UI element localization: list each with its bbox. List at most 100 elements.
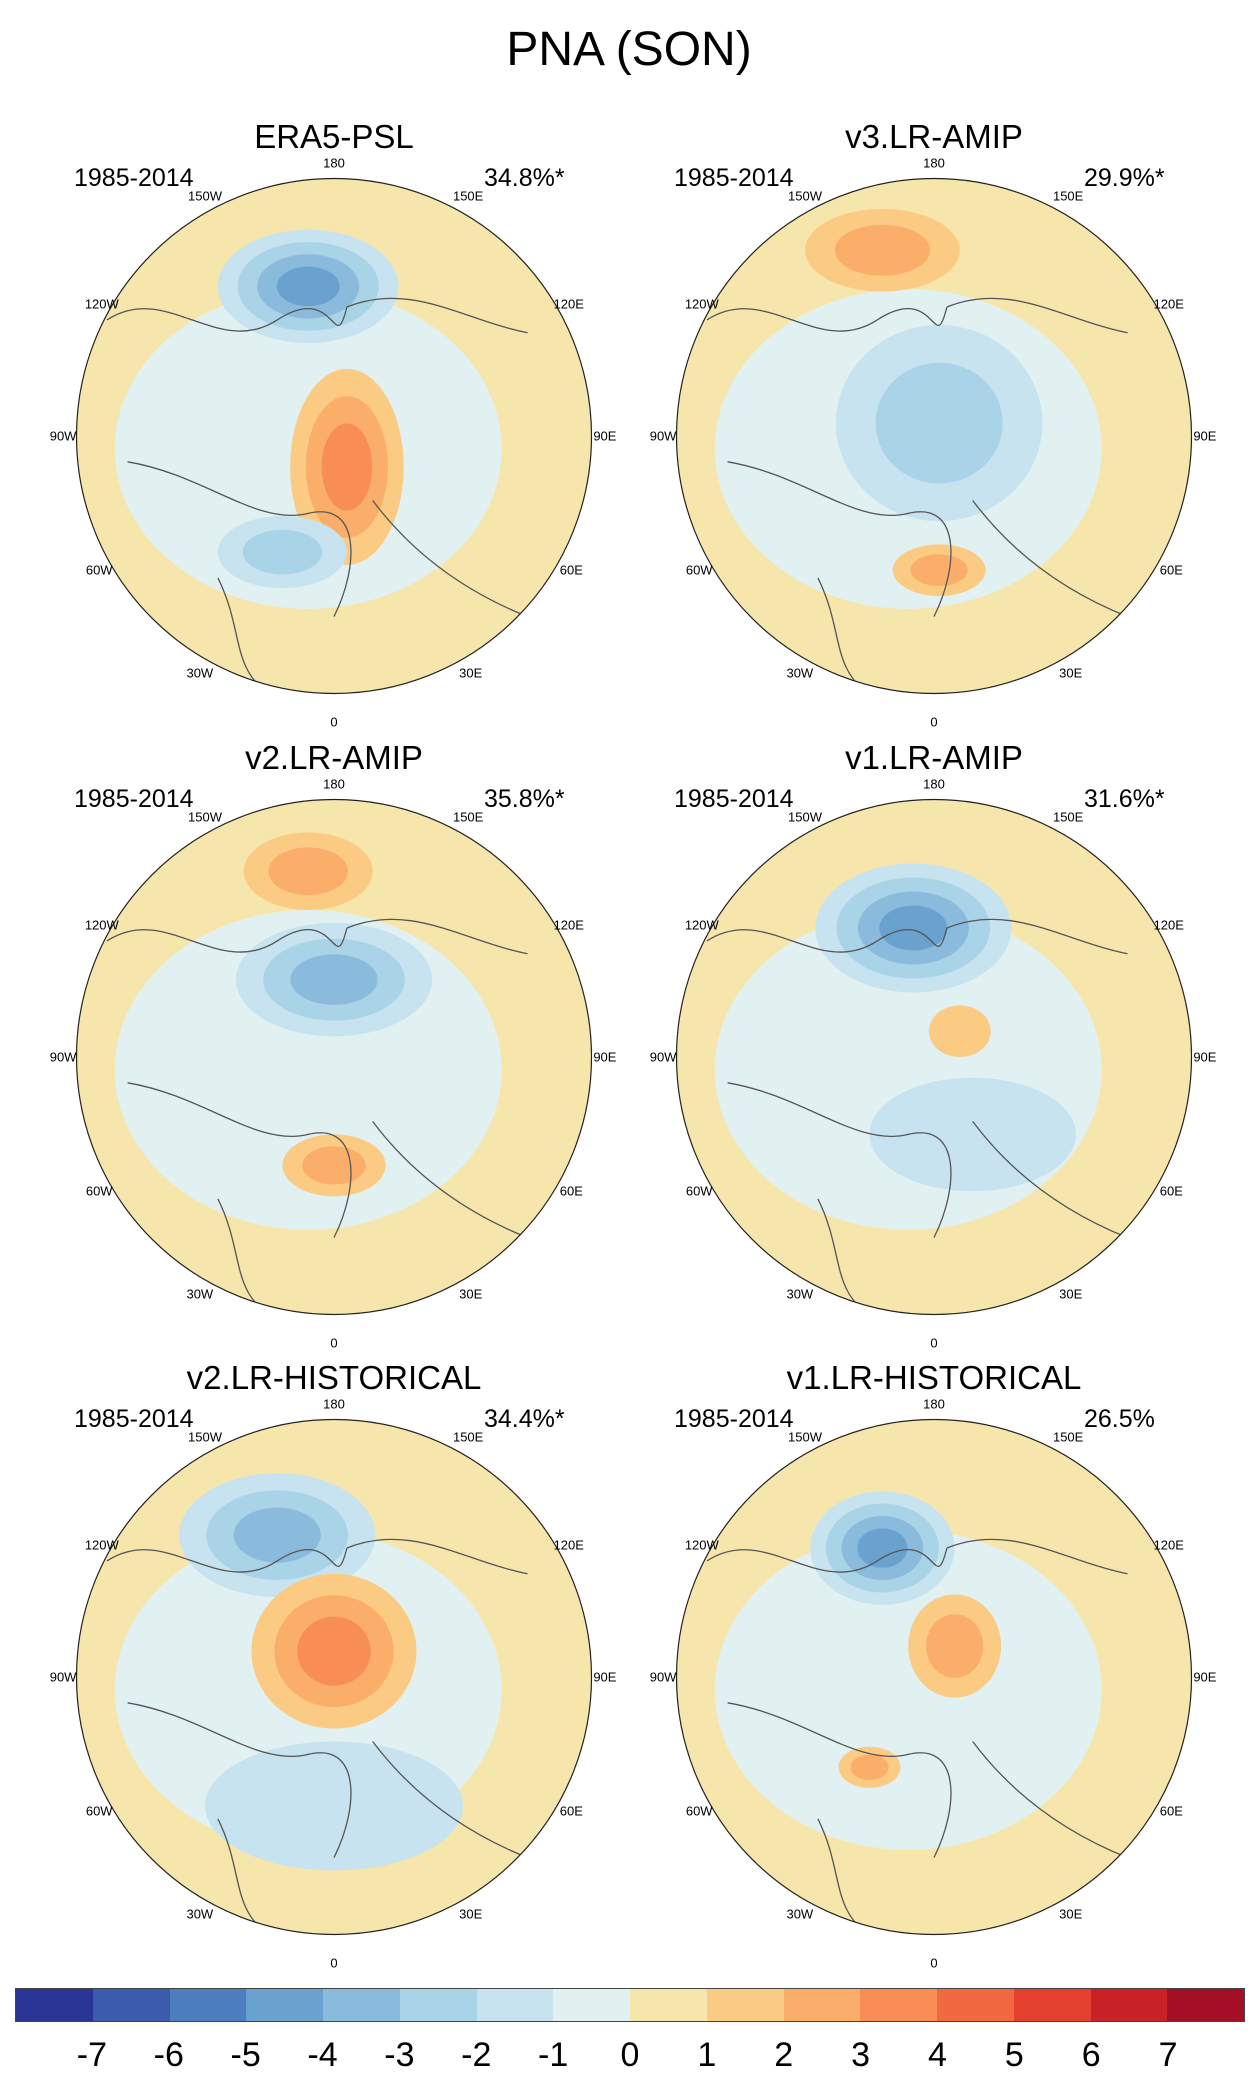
colorbar-tick-label: -4 [307, 2036, 338, 2074]
lon-30e-label: 30E [1059, 1286, 1083, 1302]
lon-30w-label: 30W [186, 1286, 214, 1302]
negative-anomaly-contour [242, 529, 323, 575]
period-label: 1985-2014 [674, 785, 794, 813]
lon-0-label: 0 [930, 1955, 938, 1971]
negative-anomaly-contour [875, 362, 1003, 484]
lon-180-label: 180 [923, 1396, 945, 1412]
lon-90e-label: 90E [1193, 428, 1217, 444]
map-boundary [675, 1418, 1193, 1936]
negative-anomaly-contour [233, 1507, 321, 1563]
explained-variance-label: 34.4%* [484, 1405, 565, 1433]
lon-60e-label: 60E [559, 562, 583, 578]
lon-90e-label: 90E [593, 1669, 617, 1685]
colorbar-tick-label: 5 [1004, 2036, 1024, 2074]
period-label: 1985-2014 [674, 164, 794, 192]
panel-title: v3.LR-AMIP [845, 118, 1023, 155]
lon-0-label: 0 [330, 1335, 338, 1351]
lon-120w-label: 120W [84, 917, 119, 933]
colorbar-tick-label: 7 [1158, 2036, 1178, 2074]
colorbar-swatch [476, 1989, 554, 2021]
explained-variance-label: 29.9%* [1084, 164, 1165, 192]
colorbar-tick-label: -2 [461, 2036, 492, 2074]
lon-30e-label: 30E [459, 1286, 483, 1302]
positive-anomaly-contour [928, 1005, 991, 1057]
positive-anomaly-contour [850, 1754, 889, 1781]
lon-30w-label: 30W [186, 1906, 214, 1922]
positive-anomaly-contour [302, 1146, 366, 1185]
lon-60w-label: 60W [85, 1803, 113, 1819]
colorbar-swatch [1090, 1989, 1168, 2021]
positive-anomaly-contour [297, 1616, 371, 1686]
lon-90w-label: 90W [49, 1049, 77, 1065]
lon-180-label: 180 [923, 776, 945, 792]
colorbar-swatch [169, 1989, 247, 2021]
lon-180-label: 180 [923, 155, 945, 171]
lon-30e-label: 30E [1059, 1906, 1083, 1922]
polar-map [675, 177, 1193, 695]
negative-anomaly-contour [205, 1741, 463, 1871]
colorbar-tick-label: 4 [928, 2036, 947, 2074]
lon-150e-label: 150E [452, 188, 484, 204]
lon-0-label: 0 [330, 1955, 338, 1971]
lon-120w-label: 120W [684, 917, 719, 933]
colorbar-tick-label: -6 [153, 2036, 184, 2074]
colorbar-swatch [1167, 1989, 1244, 2021]
panel-title: v1.LR-HISTORICAL [786, 1359, 1082, 1396]
explained-variance-label: 26.5% [1084, 1405, 1155, 1433]
explained-variance-label: 31.6%* [1084, 785, 1165, 813]
colorbar-tick-label: -5 [230, 2036, 261, 2074]
lon-150w-label: 150W [788, 809, 822, 825]
lon-60e-label: 60E [559, 1183, 583, 1199]
lon-120e-label: 120E [1153, 296, 1184, 312]
lon-90w-label: 90W [49, 428, 77, 444]
lon-60e-label: 60E [559, 1803, 583, 1819]
colorbar-swatch [630, 1989, 707, 2021]
lon-30w-label: 30W [186, 665, 214, 681]
lon-90e-label: 90E [593, 1049, 617, 1065]
lon-60w-label: 60W [685, 1183, 713, 1199]
lon-90w-label: 90W [649, 1669, 677, 1685]
lon-150w-label: 150W [188, 1429, 222, 1445]
coastline [706, 918, 1128, 1315]
colorbar-swatch [937, 1989, 1014, 2021]
figure-title: PNA (SON) [506, 23, 752, 76]
lon-90w-label: 90W [649, 428, 677, 444]
lon-90w-label: 90W [649, 1049, 677, 1065]
colorbar-tick-label: 3 [851, 2036, 871, 2074]
lon-150w-label: 150W [788, 188, 822, 204]
colorbar-swatch [1013, 1989, 1091, 2021]
lon-60w-label: 60W [85, 1183, 113, 1199]
panel-title: ERA5-PSL [254, 118, 414, 155]
anomaly-band [714, 1529, 1102, 1850]
lon-120e-label: 120E [1153, 1537, 1184, 1553]
negative-anomaly-contour [869, 1077, 1076, 1192]
explained-variance-label: 34.8%* [484, 164, 565, 192]
lon-180-label: 180 [323, 155, 345, 171]
lon-150e-label: 150E [452, 809, 484, 825]
lon-120w-label: 120W [684, 296, 719, 312]
colorbar-swatch [92, 1989, 170, 2021]
colorbar-tick-label: -3 [384, 2036, 415, 2074]
lon-120w-label: 120W [84, 1537, 119, 1553]
coastline [706, 1538, 1128, 1935]
negative-anomaly-contour [879, 905, 948, 951]
lon-120e-label: 120E [553, 296, 584, 312]
polar-map [675, 798, 1193, 1316]
lon-180-label: 180 [323, 776, 345, 792]
map-boundary [75, 177, 593, 695]
lon-0-label: 0 [930, 714, 938, 730]
lon-120e-label: 120E [1153, 917, 1184, 933]
lon-150e-label: 150E [452, 1429, 484, 1445]
colorbar-swatch [16, 1989, 93, 2021]
lon-150w-label: 150W [188, 809, 222, 825]
lon-150e-label: 150E [1052, 809, 1084, 825]
lon-120e-label: 120E [553, 1537, 584, 1553]
lon-0-label: 0 [330, 714, 338, 730]
lon-90e-label: 90E [1193, 1669, 1217, 1685]
map-boundary [675, 798, 1193, 1316]
lon-30e-label: 30E [459, 1906, 483, 1922]
colorbar-tick-label: -1 [538, 2036, 569, 2074]
colorbar-swatch [323, 1989, 400, 2021]
colorbar-swatch [783, 1989, 861, 2021]
panel-title: v1.LR-AMIP [845, 739, 1023, 776]
